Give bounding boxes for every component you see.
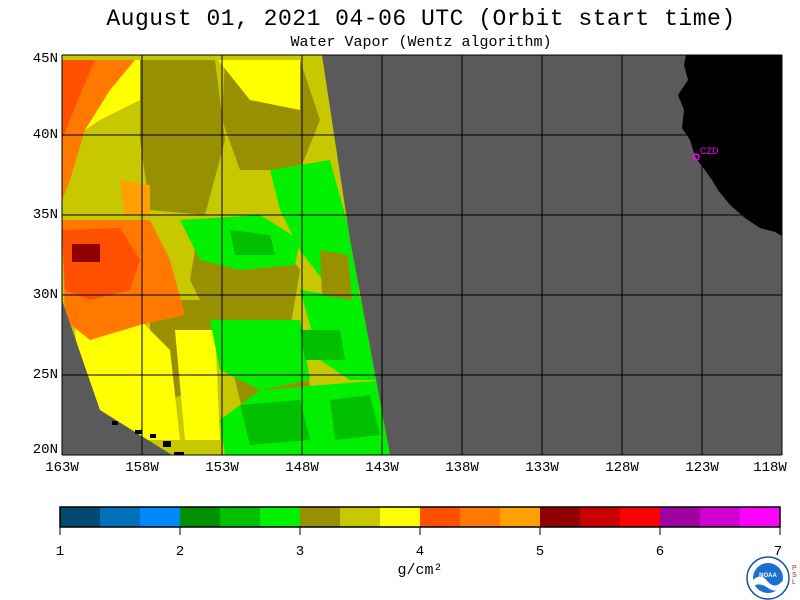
colorbar-label-1: 1 [55, 544, 65, 560]
colorbar-swatch [380, 507, 421, 527]
colorbar-ticks [59, 527, 781, 535]
noaa-logo-text: NOAA [759, 573, 777, 579]
station-marker [692, 153, 700, 161]
lon-label-153w: 153W [205, 460, 239, 476]
colorbar-units: g/cm² [397, 562, 443, 579]
colorbar-swatch [100, 507, 141, 527]
lat-label-20n: 20N [32, 442, 58, 458]
lon-label-158w: 158W [125, 460, 159, 476]
map-subtitle: Water Vapor (Wentz algorithm) [290, 34, 552, 51]
colorbar-swatch [140, 507, 181, 527]
colorbar-label-3: 3 [295, 544, 305, 560]
lon-label-128w: 128W [605, 460, 639, 476]
colorbar-swatch [700, 507, 741, 527]
map-title: August 01, 2021 04-06 UTC (Orbit start t… [106, 6, 736, 32]
lon-label-163w: 163W [45, 460, 79, 476]
lat-label-45n: 45N [32, 51, 58, 67]
colorbar-swatch [660, 507, 701, 527]
colorbar-swatch [260, 507, 301, 527]
colorbar-swatch [300, 507, 341, 527]
lon-label-138w: 138W [445, 460, 479, 476]
colorbar-label-4: 4 [415, 544, 425, 560]
lat-label-40n: 40N [32, 127, 58, 143]
lon-label-133w: 133W [525, 460, 559, 476]
land-mass [678, 55, 782, 236]
lat-label-25n: 25N [32, 367, 58, 383]
lat-label-35n: 35N [32, 207, 58, 223]
lon-label-118w: 118W [753, 460, 787, 476]
colorbar-swatch [60, 507, 101, 527]
colorbar-label-5: 5 [535, 544, 545, 560]
lat-label-30n: 30N [32, 287, 58, 303]
colorbar-swatch [420, 507, 461, 527]
colorbar-swatch [740, 507, 781, 527]
colorbar-swatch [500, 507, 541, 527]
colorbar-swatch [620, 507, 661, 527]
colorbar-swatch [220, 507, 261, 527]
colorbar-swatch [540, 507, 581, 527]
colorbar-swatch [460, 507, 501, 527]
noaa-logo: NOAA [746, 556, 790, 600]
hawaii-islands [112, 421, 184, 455]
colorbar-label-7: 7 [773, 544, 783, 560]
colorbar-swatch [340, 507, 381, 527]
colorbar-label-6: 6 [655, 544, 665, 560]
lon-label-148w: 148W [285, 460, 319, 476]
colorbar [60, 507, 781, 527]
lon-label-143w: 143W [365, 460, 399, 476]
colorbar-swatch [180, 507, 221, 527]
colorbar-swatch [580, 507, 621, 527]
colorbar-label-2: 2 [175, 544, 185, 560]
graticule [61, 54, 783, 456]
station-label: CZD [700, 146, 719, 156]
lon-label-123w: 123W [685, 460, 719, 476]
